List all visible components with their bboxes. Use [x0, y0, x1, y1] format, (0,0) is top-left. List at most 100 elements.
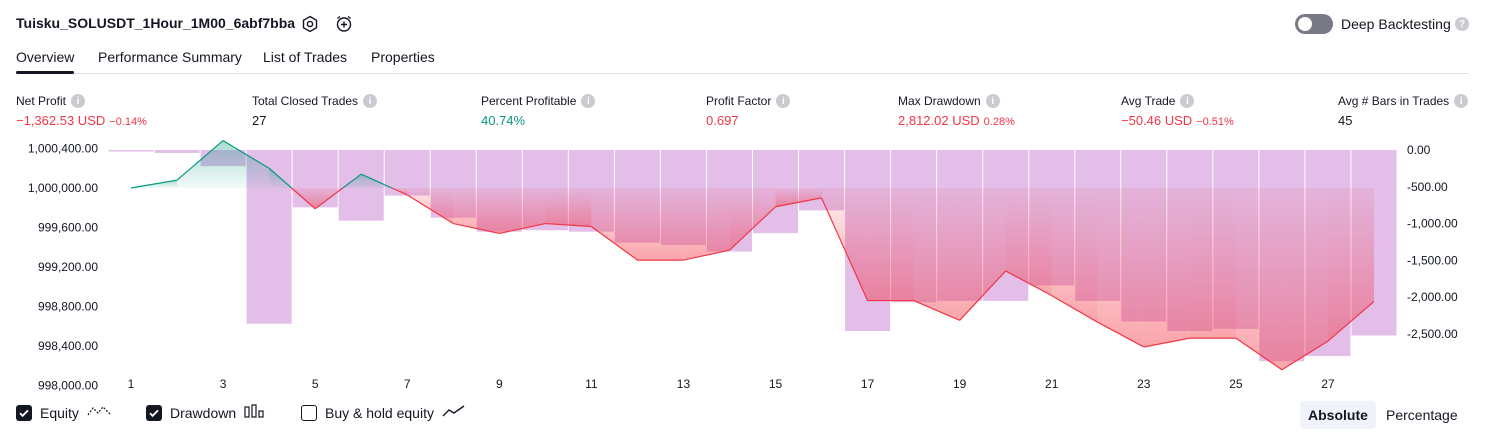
- equity-loss-area: [1005, 188, 1052, 296]
- stat-value-text: 27: [252, 113, 267, 128]
- drawdown-bar: [108, 150, 154, 152]
- equity-line-segment: [1235, 337, 1283, 371]
- y-right-tick-label: -2,000.00: [1407, 290, 1458, 304]
- buy-hold-line-icon: [442, 404, 466, 421]
- percentage-button[interactable]: Percentage: [1386, 407, 1458, 423]
- equity-loss-area: [729, 188, 776, 251]
- buy-hold-checkbox[interactable]: [301, 404, 317, 421]
- stat-label-text: Avg # Bars in Trades: [1338, 94, 1450, 108]
- equity-line-segment: [176, 140, 224, 181]
- stat-net-profit-label: Net Profit i: [16, 94, 86, 108]
- equity-line-segment: [729, 206, 776, 251]
- info-icon[interactable]: i: [1454, 94, 1469, 108]
- equity-checkbox[interactable]: [16, 404, 32, 421]
- drawdown-bars-icon: [244, 404, 266, 421]
- stat-percent-profitable-value: 40.74%: [481, 113, 525, 128]
- info-icon[interactable]: i: [985, 94, 1000, 108]
- stat-label-text: Avg Trade: [1121, 94, 1176, 108]
- equity-line-segment: [1143, 337, 1190, 348]
- equity-loss-area: [775, 188, 822, 207]
- equity-loss-area: [1235, 188, 1282, 370]
- deep-backtesting-help-icon[interactable]: ?: [1455, 17, 1469, 31]
- tabs-divider: [16, 73, 1469, 74]
- y-left-tick-label: 998,800.00: [38, 300, 98, 314]
- stat-label-text: Total Closed Trades: [252, 94, 359, 108]
- legend-buy-hold[interactable]: Buy & hold equity: [301, 404, 466, 421]
- equity-loss-area: [1097, 188, 1144, 347]
- y-left-tick-label: 998,000.00: [38, 379, 98, 393]
- equity-line-segment: [314, 187, 344, 210]
- info-icon[interactable]: i: [71, 94, 86, 108]
- equity-loss-area: [1143, 188, 1190, 347]
- stat-percent-profitable-label: Percent Profitable i: [481, 94, 596, 108]
- x-tick-label: 11: [585, 377, 598, 391]
- stat-max-drawdown-value: 2,812.02 USD 0.28%: [898, 113, 1015, 128]
- stat-total-closed-trades-label: Total Closed Trades i: [252, 94, 378, 108]
- stat-net-profit-value: −1,362.53 USD −0.14%: [16, 113, 147, 128]
- stat-avg-trade-value: −50.46 USD −0.51%: [1121, 113, 1234, 128]
- equity-line-segment: [406, 194, 454, 225]
- x-tick-label: 1: [128, 377, 135, 391]
- stat-value-text: 40.74%: [481, 113, 526, 128]
- y-left-tick-label: 1,000,000.00: [28, 181, 98, 195]
- equity-line-segment: [130, 179, 178, 189]
- drawdown-checkbox[interactable]: [146, 404, 162, 421]
- y-right-tick-label: -1,000.00: [1407, 217, 1458, 231]
- stat-value-text: 45: [1338, 113, 1353, 128]
- deep-backtesting-label: Deep Backtesting: [1341, 16, 1451, 32]
- equity-line-segment: [499, 222, 546, 235]
- stat-value-text: −50.46 USD: [1121, 113, 1193, 128]
- x-tick-label: 5: [312, 377, 319, 391]
- equity-loss-area: [1189, 188, 1236, 339]
- equity-loss-area: [499, 188, 546, 234]
- tab-overview[interactable]: Overview: [16, 49, 75, 65]
- y-right-tick-label: -2,500.00: [1407, 327, 1458, 341]
- equity-loss-area: [913, 188, 960, 321]
- x-tick-label: 7: [404, 377, 411, 391]
- y-right-tick-label: -500.00: [1407, 180, 1448, 194]
- equity-line-segment: [545, 222, 592, 228]
- stat-total-closed-trades-value: 27: [252, 113, 266, 128]
- x-tick-label: 25: [1229, 377, 1243, 391]
- equity-line-segment: [342, 173, 362, 189]
- stat-label-text: Max Drawdown: [898, 94, 981, 108]
- tab-performance-summary[interactable]: Performance Summary: [98, 49, 242, 65]
- deep-backtesting-toggle[interactable]: [1295, 14, 1333, 34]
- equity-line-segment: [821, 197, 869, 301]
- equity-loss-area: [591, 188, 638, 261]
- equity-loss-area: [545, 188, 592, 227]
- x-tick-label: 3: [220, 377, 227, 391]
- info-icon[interactable]: i: [776, 94, 791, 108]
- x-tick-label: 15: [769, 377, 783, 391]
- stat-avg-trade-label: Avg Trade i: [1121, 94, 1195, 108]
- stat-profit-factor-value: 0.697: [706, 113, 739, 128]
- equity-loss-area: [637, 188, 684, 261]
- equity-loss-area: [453, 188, 500, 234]
- drawdown-bar: [154, 150, 200, 153]
- stat-max-drawdown-label: Max Drawdown i: [898, 94, 1000, 108]
- x-tick-label: 13: [677, 377, 691, 391]
- tab-properties[interactable]: Properties: [371, 49, 435, 65]
- x-tick-label: 23: [1137, 377, 1151, 391]
- y-left-tick-label: 998,400.00: [38, 339, 98, 353]
- add-alert-icon[interactable]: [333, 13, 355, 35]
- equity-loss-area: [1327, 188, 1374, 342]
- equity-drawdown-chart[interactable]: 1,000,400.00 1,000,000.00 999,600.00 999,20…: [0, 0, 1486, 400]
- info-icon[interactable]: i: [581, 94, 596, 108]
- absolute-button[interactable]: Absolute: [1300, 401, 1376, 429]
- stat-pct-text: −0.51%: [1196, 116, 1234, 128]
- equity-loss-area: [1281, 188, 1328, 370]
- info-icon[interactable]: i: [363, 94, 378, 108]
- equity-line-segment: [222, 140, 270, 169]
- settings-icon[interactable]: [299, 13, 321, 35]
- equity-line-segment: [591, 226, 638, 261]
- equity-loss-area: [407, 188, 454, 224]
- equity-line-segment: [913, 300, 960, 321]
- legend-drawdown-label: Drawdown: [170, 404, 237, 421]
- tab-list-of-trades[interactable]: List of Trades: [263, 49, 348, 65]
- info-icon[interactable]: i: [1180, 94, 1195, 108]
- legend-equity[interactable]: Equity: [16, 404, 111, 421]
- legend-drawdown[interactable]: Drawdown: [146, 404, 266, 421]
- stat-value-text: −1,362.53 USD: [16, 113, 106, 128]
- y-left-tick-label: 999,200.00: [38, 260, 98, 274]
